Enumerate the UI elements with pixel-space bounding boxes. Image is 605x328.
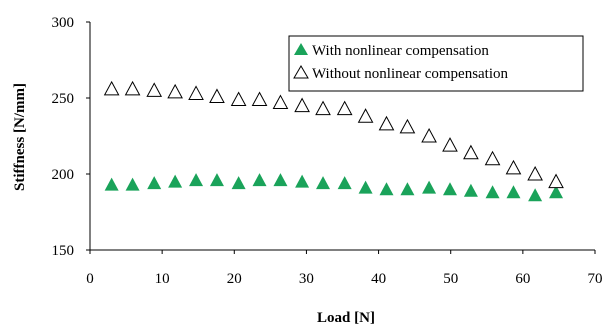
legend-marker-without-compensation <box>293 65 309 79</box>
axes: 150 200 250 300 0 10 20 30 40 50 60 70 <box>52 15 603 287</box>
data-point <box>147 176 162 190</box>
data-point <box>399 118 416 134</box>
data-point <box>505 159 522 175</box>
data-point <box>527 165 543 181</box>
x-tick-label: 30 <box>299 271 314 287</box>
y-axis-title: Stiffness [N/mm] <box>12 83 28 191</box>
data-point <box>358 180 373 194</box>
data-point <box>315 100 331 116</box>
data-point <box>485 185 500 199</box>
data-point <box>400 182 415 196</box>
data-point <box>442 182 457 196</box>
legend-label-without-compensation: Without nonlinear compensation <box>312 66 509 82</box>
data-point <box>337 176 352 190</box>
legend-marker-with-compensation <box>294 43 308 55</box>
x-tick-label: 40 <box>371 271 386 287</box>
data-point <box>422 180 437 194</box>
data-point <box>548 173 564 189</box>
y-tick-label: 300 <box>52 15 75 31</box>
data-point <box>295 174 310 188</box>
data-point <box>506 185 521 199</box>
data-point <box>124 80 141 96</box>
data-point <box>252 173 267 187</box>
x-tick-label: 20 <box>227 271 242 287</box>
data-point <box>272 94 289 110</box>
data-point <box>189 173 204 187</box>
data-point <box>209 88 225 103</box>
y-tick-label: 250 <box>52 91 75 107</box>
data-point <box>231 176 246 190</box>
legend-box <box>288 35 584 92</box>
data-point <box>463 183 478 197</box>
y-tick-label: 150 <box>52 243 75 259</box>
data-point <box>103 80 120 96</box>
legend-label-with-compensation: With nonlinear compensation <box>312 43 489 59</box>
data-point <box>251 91 268 107</box>
x-tick-label: 0 <box>86 271 94 287</box>
legend: With nonlinear compensation Without nonl… <box>288 35 584 92</box>
data-point <box>168 174 183 188</box>
y-tick-label: 200 <box>52 167 75 183</box>
data-point <box>463 144 479 160</box>
data-points <box>103 80 564 202</box>
series-without-compensation <box>103 80 564 189</box>
data-point <box>528 188 543 202</box>
x-tick-label: 70 <box>588 271 603 287</box>
data-point <box>209 173 224 187</box>
data-point <box>549 185 564 199</box>
x-axis-title: Load [N] <box>317 310 375 326</box>
data-point <box>167 83 183 99</box>
data-point <box>125 177 140 191</box>
data-point <box>484 150 501 166</box>
data-point <box>379 182 394 196</box>
data-point <box>378 115 395 131</box>
data-point <box>357 108 374 123</box>
data-point <box>188 85 204 100</box>
data-point <box>104 177 119 191</box>
data-point <box>273 173 288 187</box>
series-with-compensation <box>104 173 564 202</box>
data-point <box>336 100 353 116</box>
x-tick-label: 60 <box>515 271 530 287</box>
data-point <box>294 97 310 113</box>
x-tick-label: 10 <box>155 271 170 287</box>
data-point <box>421 127 437 143</box>
data-point <box>230 91 247 107</box>
data-point <box>442 137 458 152</box>
data-point <box>146 82 163 97</box>
x-tick-label: 50 <box>443 271 458 287</box>
data-point <box>316 176 331 190</box>
